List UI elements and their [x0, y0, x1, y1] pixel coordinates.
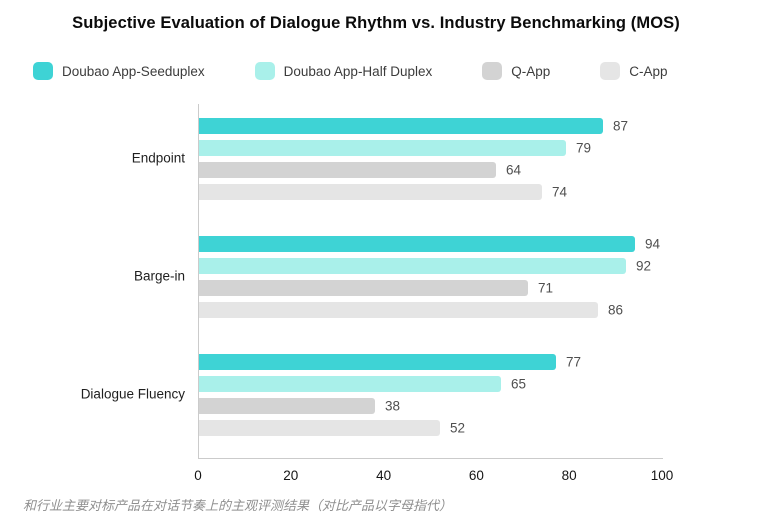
- legend-label: C-App: [629, 63, 668, 79]
- bar: [199, 354, 556, 370]
- category-label: Endpoint: [131, 150, 185, 166]
- bar: [199, 162, 496, 178]
- category-label: Dialogue Fluency: [80, 386, 185, 402]
- bar: [199, 420, 440, 436]
- bar: [199, 258, 626, 274]
- x-tick-label: 60: [468, 468, 484, 483]
- x-tick-label: 0: [194, 468, 202, 483]
- bar-value-label: 71: [538, 280, 554, 296]
- bar-value-label: 87: [613, 118, 629, 134]
- bar-value-label: 77: [566, 354, 582, 370]
- bar-value-label: 92: [636, 258, 652, 274]
- footnote: 和行业主要对标产品在对话节奏上的主观评测结果（对比产品以字母指代）: [23, 498, 453, 513]
- bar: [199, 118, 603, 134]
- category-label: Barge-in: [133, 268, 185, 284]
- legend-label: Doubao App-Seeduplex: [62, 63, 205, 79]
- x-tick-label: 100: [650, 468, 674, 483]
- bar-value-label: 86: [608, 302, 624, 318]
- legend-swatch-icon: [600, 62, 621, 80]
- bar: [199, 398, 375, 414]
- legend-swatch-icon: [254, 62, 275, 80]
- bar: [199, 236, 635, 252]
- bar: [199, 376, 501, 392]
- bar: [199, 140, 566, 156]
- legend-swatch-icon: [33, 62, 53, 80]
- bar: [199, 302, 598, 318]
- bar-value-label: 52: [450, 420, 466, 436]
- x-tick-label: 40: [376, 468, 392, 483]
- x-tick-label: 20: [283, 468, 299, 483]
- chart-title: Subjective Evaluation of Dialogue Rhythm…: [72, 14, 680, 32]
- x-tick-label: 80: [561, 468, 577, 483]
- legend-label: Q-App: [511, 63, 551, 79]
- bar: [199, 280, 528, 296]
- legend-item-1: Doubao App-Seeduplex: [33, 62, 205, 80]
- legend-item-4: C-App: [600, 62, 668, 80]
- legend-swatch-icon: [482, 62, 503, 80]
- bar-value-label: 38: [385, 398, 401, 414]
- chart-legend: Doubao App-Seeduplex Doubao App-Half Dupl…: [33, 62, 668, 80]
- bar-value-label: 74: [552, 184, 568, 200]
- bar-value-label: 64: [506, 162, 522, 178]
- bar-value-label: 94: [645, 236, 661, 252]
- plot-area: 87 79 64 74 94 92 71 86 77 65 38 52: [198, 104, 663, 459]
- bar: [199, 184, 542, 200]
- legend-label: Doubao App-Half Duplex: [283, 63, 433, 79]
- bar-value-label: 65: [511, 376, 527, 392]
- bar-value-label: 79: [576, 140, 592, 156]
- legend-item-3: Q-App: [482, 62, 550, 80]
- legend-item-2: Doubao App-Half Duplex: [254, 62, 433, 80]
